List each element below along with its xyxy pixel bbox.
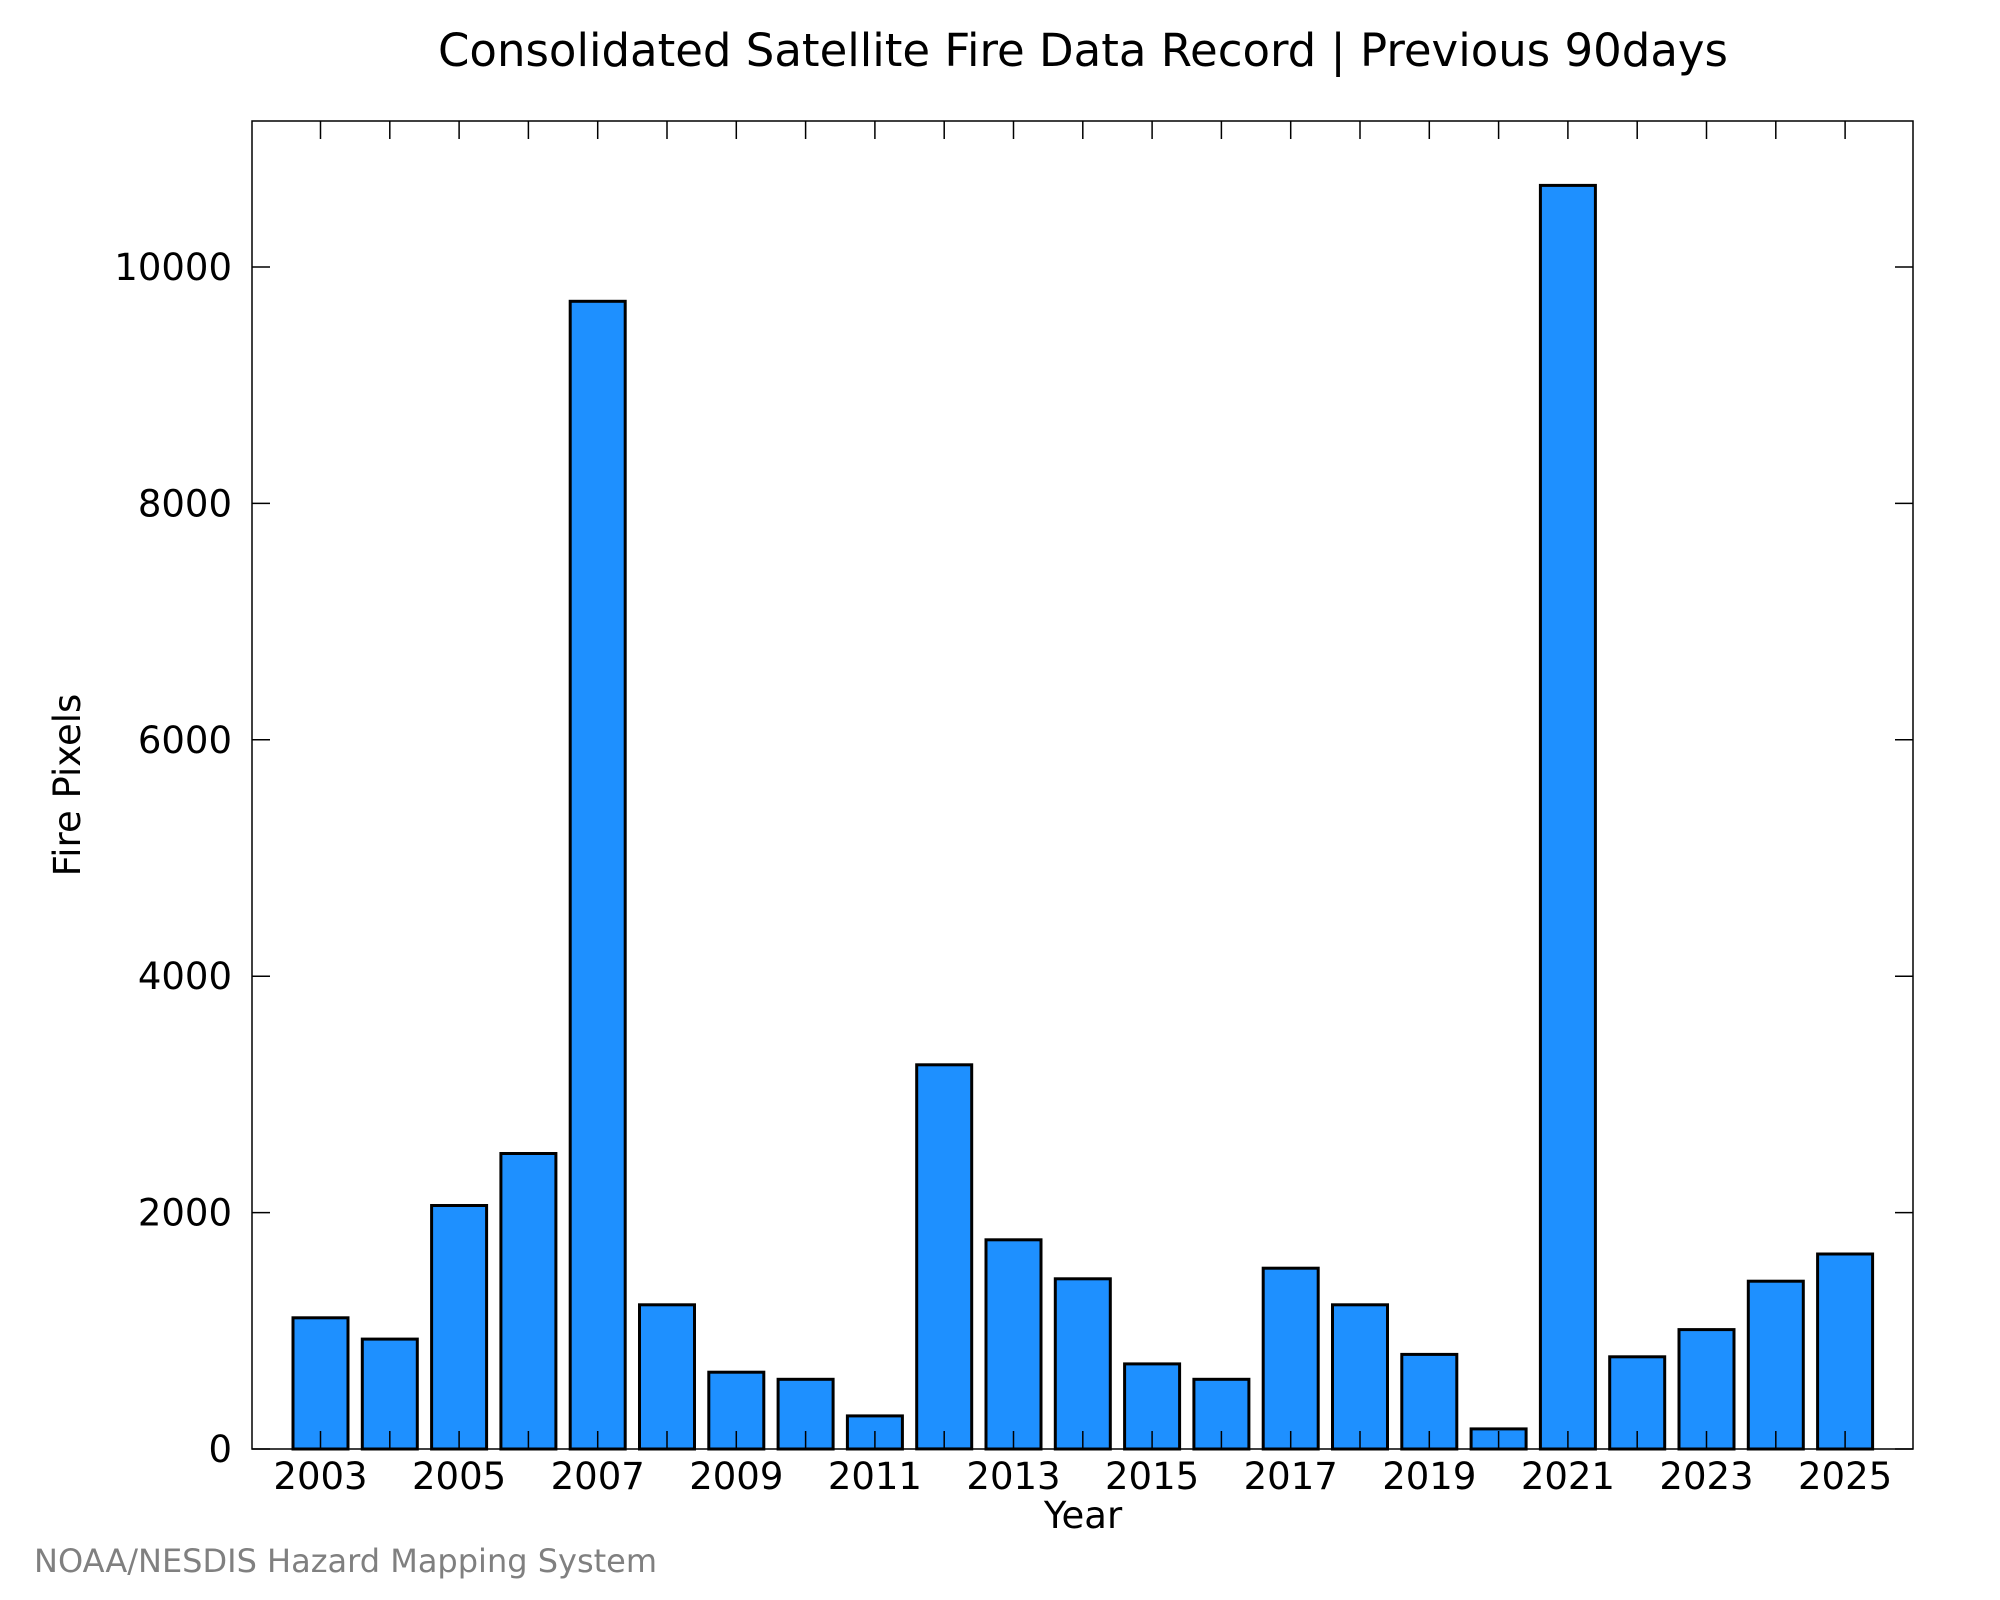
bar-2023 [1677, 1328, 1736, 1451]
bar-2017 [1261, 1266, 1320, 1451]
x-tick-label-2003: 2003 [273, 1455, 367, 1498]
x-tick-label-2015: 2015 [1105, 1455, 1199, 1498]
y-tick-label-4000: 4000 [138, 955, 232, 998]
x-tick-label-2017: 2017 [1244, 1455, 1338, 1498]
bar-2008 [638, 1303, 696, 1451]
bar-2018 [1331, 1303, 1389, 1451]
y-axis-label: Fire Pixels [46, 694, 89, 877]
y-tick-label-2000: 2000 [138, 1192, 232, 1235]
y-tick-label-8000: 8000 [138, 482, 232, 525]
bar-2013 [984, 1238, 1043, 1451]
bar-2021 [1538, 183, 1597, 1451]
x-tick-label-2019: 2019 [1382, 1455, 1476, 1498]
x-tick-label-2007: 2007 [551, 1455, 645, 1498]
x-tick-label-2021: 2021 [1521, 1455, 1615, 1498]
x-tick-label-2013: 2013 [966, 1455, 1060, 1498]
x-axis-label: Year [1043, 1494, 1123, 1537]
bar-2014 [1053, 1277, 1112, 1451]
y-tick-label-10000: 10000 [114, 246, 232, 289]
bar-2007 [568, 299, 627, 1451]
x-tick-label-2023: 2023 [1659, 1455, 1753, 1498]
chart-title: Consolidated Satellite Fire Data Record … [438, 24, 1728, 77]
y-tick-label-0: 0 [208, 1428, 232, 1471]
bar-2025 [1816, 1252, 1875, 1451]
bar-2012 [915, 1063, 974, 1451]
ticks-group: 0 2000 4000 6000 8000 10000 2003 2005 2007 2009 20… [114, 121, 1913, 1498]
bar-2003 [291, 1316, 350, 1451]
bar-2024 [1746, 1279, 1805, 1451]
bar-2005 [430, 1204, 489, 1451]
x-tick-label-2009: 2009 [689, 1455, 783, 1498]
bar-2006 [499, 1152, 558, 1451]
x-tick-label-2025: 2025 [1798, 1455, 1892, 1498]
y-tick-label-6000: 6000 [138, 719, 232, 762]
x-tick-label-2005: 2005 [412, 1455, 506, 1498]
x-tick-label-2011: 2011 [828, 1455, 922, 1498]
source-credit: NOAA/NESDIS Hazard Mapping System [34, 1542, 657, 1580]
bar-2022 [1608, 1355, 1667, 1451]
bars-group [291, 183, 1875, 1451]
